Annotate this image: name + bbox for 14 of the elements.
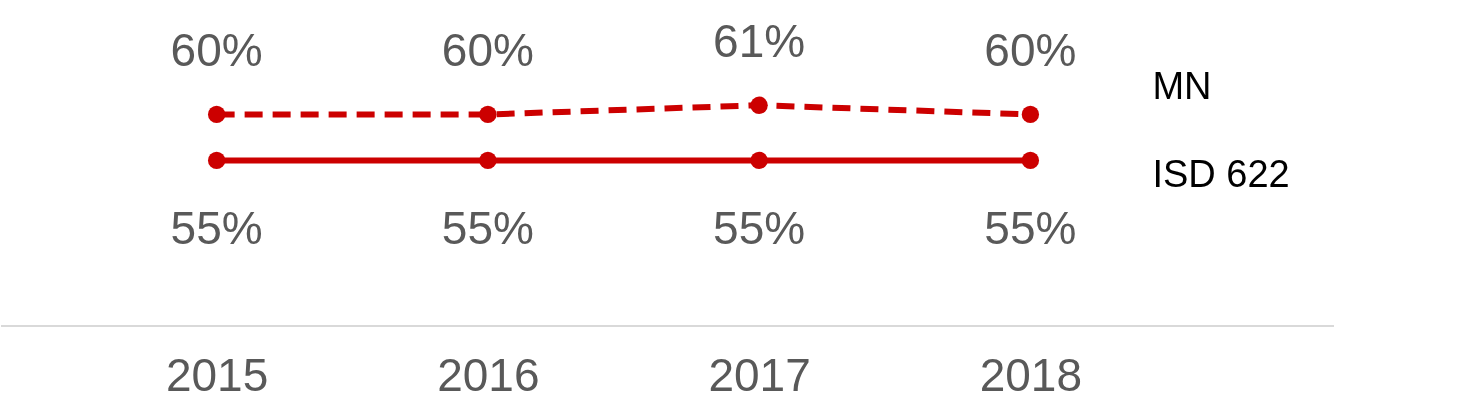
x-tick-label: 2018 (979, 348, 1083, 401)
text: ISD 622 (1152, 153, 1290, 196)
data-label: 60% (441, 24, 534, 77)
data-label: 55% (984, 202, 1077, 255)
x-tick-label: 2016 (437, 348, 540, 401)
data-label: 55% (713, 202, 806, 255)
data-label: 60% (984, 24, 1077, 77)
data-label: 61% (713, 15, 806, 68)
x-tick-label: 2017 (708, 348, 811, 401)
text: MN (1152, 65, 1212, 108)
x-tick-label: 2015 (165, 348, 269, 401)
data-label: 55% (170, 202, 263, 255)
data-label: 55% (441, 202, 534, 255)
data-label: 60% (170, 24, 263, 77)
